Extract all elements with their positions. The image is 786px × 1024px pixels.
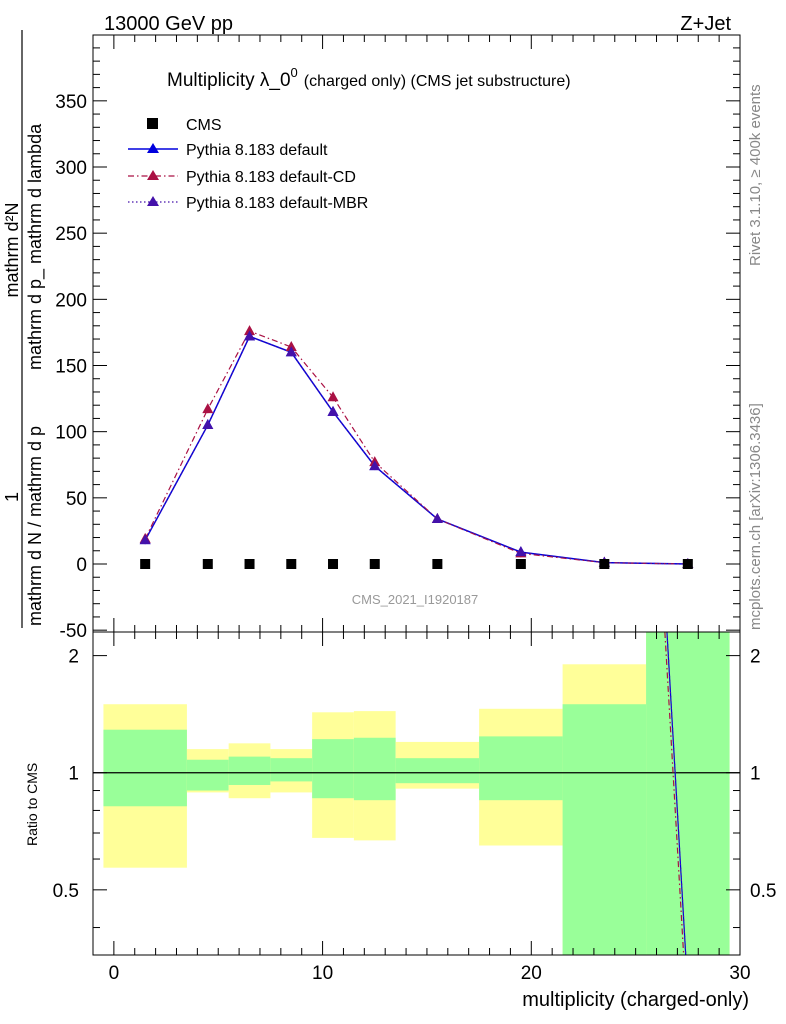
ratio-axes: 0.5 0.51 12 20 10 20 30 <box>53 632 776 984</box>
ratio-ytick-label: 2 <box>68 647 79 668</box>
point-cd <box>285 340 297 351</box>
band-inner <box>312 739 354 799</box>
ratio-ytick-label: 1 <box>68 764 79 785</box>
ratio-panel: 0.5 0.51 12 20 10 20 30 Ratio to CMS <box>24 631 776 984</box>
ratio-lines <box>664 631 687 956</box>
point-cms <box>244 559 255 569</box>
main-ytick-label: 50 <box>66 489 87 510</box>
series-line-cd <box>144 330 688 565</box>
ratio-xtick-label: 0 <box>109 963 120 984</box>
ratio-xtick-label: 30 <box>729 963 750 984</box>
header-right: Z+Jet <box>680 13 731 35</box>
ratio-ytick-label: 0.5 <box>53 881 79 902</box>
point-cms <box>286 559 297 569</box>
main-ytick-label: 350 <box>55 92 87 113</box>
point-cms <box>328 559 339 569</box>
legend-label-mbr: Pythia 8.183 default-MBR <box>186 195 368 212</box>
ratio-ytick-label-right: 0.5 <box>750 881 776 902</box>
main-ytick-label: 200 <box>55 290 87 311</box>
ratio-ytick-label-right: 2 <box>750 647 761 668</box>
legend-label-cms: CMS <box>186 117 222 134</box>
main-ytick-label: 0 <box>76 555 87 576</box>
legend-label-cd: Pythia 8.183 default-CD <box>186 169 356 186</box>
main-ytick-label: 150 <box>55 357 87 378</box>
x-axis-label: multiplicity (charged-only) <box>522 989 749 1011</box>
series-line-default <box>144 335 688 565</box>
point-mbr <box>202 419 214 430</box>
main-series <box>139 325 694 569</box>
point-cd <box>327 391 339 402</box>
ratio-xtick-label: 10 <box>312 963 333 984</box>
legend-marker-cd <box>147 170 159 180</box>
band-inner <box>646 632 730 955</box>
point-cd <box>202 403 214 414</box>
point-cms <box>432 559 443 569</box>
point-mbr <box>285 346 297 357</box>
point-mbr <box>244 330 256 341</box>
legend-marker-mbr <box>147 196 159 206</box>
point-cms <box>515 559 526 569</box>
main-ylabel: 1 mathrm d N / mathrm d p mathrm d²N mat… <box>2 30 46 628</box>
point-cd <box>244 325 256 336</box>
ylabel-inner-denominator: mathrm d p_ mathrm d lambda <box>25 123 46 370</box>
chart-title-main: Multiplicity λ_0 <box>167 70 291 91</box>
ratio-bands <box>93 632 740 955</box>
legend-label-default: Pythia 8.183 default <box>186 142 328 159</box>
point-mbr <box>515 546 527 557</box>
ylabel-inner-numerator: mathrm d²N <box>2 202 22 297</box>
main-panel: -50 0 50 100 150 200 250 300 350 Multiplicity λ_… <box>55 34 741 642</box>
band-inner <box>186 759 229 791</box>
ratio-ylabel: Ratio to CMS <box>24 763 40 846</box>
legend-marker-default <box>147 143 159 153</box>
main-axes: -50 0 50 100 150 200 250 300 350 <box>55 35 741 642</box>
ratio-ytick-label-right: 1 <box>750 764 761 785</box>
ylabel-numerator: 1 <box>2 492 22 502</box>
band-inner <box>395 758 480 784</box>
legend-marker-cms <box>147 118 158 129</box>
main-ytick-label: 300 <box>55 158 87 179</box>
chart-title-suffix: (charged only) (CMS jet substructure) <box>304 73 571 90</box>
ratio-xtick-label: 20 <box>521 963 542 984</box>
point-mbr <box>327 405 339 416</box>
point-mbr <box>369 460 381 471</box>
point-cms <box>140 559 151 569</box>
main-ytick-label: 100 <box>55 423 87 444</box>
main-ytick-label: 250 <box>55 224 87 245</box>
legend: CMS Pythia 8.183 default Pythia 8.183 de… <box>128 117 368 212</box>
ylabel-denominator: mathrm d N / mathrm d p <box>25 426 45 626</box>
point-cms <box>202 559 213 569</box>
point-mbr <box>139 534 151 545</box>
point-cms <box>682 559 693 569</box>
ratio-frame <box>92 631 741 956</box>
mcplots-label: mcplots.cern.ch [arXiv:1306.3436] <box>747 403 764 630</box>
series-line-mbr <box>144 335 688 565</box>
band-inner <box>103 729 187 807</box>
point-cms <box>599 559 610 569</box>
chart-title: Multiplicity λ_00 (charged only) (CMS jet… <box>167 65 571 91</box>
point-cms <box>369 559 380 569</box>
band-inner <box>353 737 396 801</box>
band-inner <box>562 704 647 955</box>
analysis-watermark: CMS_2021_I1920187 <box>352 592 479 607</box>
main-ytick-label: -50 <box>60 621 87 642</box>
point-mbr <box>431 513 443 524</box>
chart-title-sup: 0 <box>291 65 298 80</box>
rivet-label: Rivet 3.1.10, ≥ 400k events <box>747 84 764 266</box>
band-inner <box>479 736 563 801</box>
band-inner <box>270 758 313 782</box>
band-inner <box>228 756 271 785</box>
ratio-line-default <box>666 631 687 956</box>
header-left: 13000 GeV pp <box>104 13 233 35</box>
